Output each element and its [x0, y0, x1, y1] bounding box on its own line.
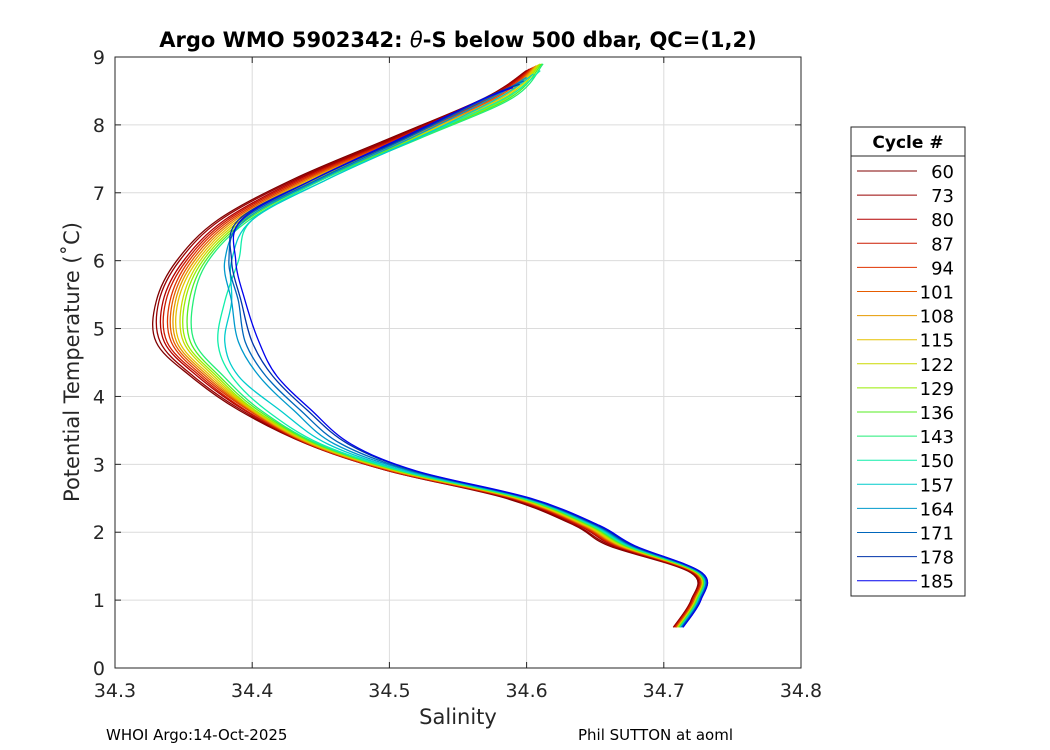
y-tick-label: 7	[93, 183, 105, 205]
x-tick-label: 34.6	[505, 680, 547, 702]
legend: Cycle # 60 73 80 87 94 101 108 115 122 129 136 143 1…	[850, 126, 966, 597]
chart-title-prefix: Argo WMO 5902342:	[159, 28, 410, 52]
legend-label-129: 129	[920, 379, 954, 400]
legend-label-108: 108	[920, 307, 954, 328]
chart-title: Argo WMO 5902342: θ-S below 500 dbar, QC…	[159, 28, 756, 52]
x-tick-label: 34.4	[231, 680, 273, 702]
legend-label-73: 73	[931, 186, 954, 207]
y-axis-ticks: 0 1 2 3 4 5 6 7 8 9	[93, 47, 801, 680]
legend-label-150: 150	[920, 451, 954, 472]
legend-entries: 60 73 80 87 94 101 108 115 122 129 136 143 150 157 164…	[857, 162, 954, 593]
legend-label-136: 136	[920, 403, 954, 424]
y-axis-label: Potential Temperature (˚C)	[60, 222, 84, 502]
y-tick-label: 6	[93, 251, 105, 273]
y-tick-label: 9	[93, 47, 105, 69]
chart-title-suffix: -S below 500 dbar, QC=(1,2)	[423, 28, 757, 52]
legend-label-164: 164	[920, 499, 954, 520]
x-tick-label: 34.7	[643, 680, 685, 702]
legend-label-60: 60	[931, 162, 954, 183]
legend-label-87: 87	[931, 234, 954, 255]
x-tick-label: 34.8	[780, 680, 822, 702]
x-axis-label: Salinity	[419, 705, 497, 729]
series-line-cycle-60	[152, 70, 699, 628]
x-tick-label: 34.3	[94, 680, 136, 702]
axes-box	[114, 56, 802, 669]
chart-title-theta: θ	[410, 28, 423, 52]
legend-label-171: 171	[920, 524, 954, 545]
y-tick-label: 0	[93, 658, 105, 680]
legend-label-185: 185	[920, 572, 954, 593]
y-tick-label: 5	[93, 319, 105, 341]
y-tick-label: 1	[93, 590, 105, 612]
x-tick-label: 34.5	[368, 680, 410, 702]
series-line-cycle-73	[155, 68, 700, 628]
y-tick-label: 8	[93, 115, 105, 137]
legend-label-101: 101	[920, 283, 954, 304]
x-axis-ticks: 34.3 34.4 34.5 34.6 34.7 34.8	[94, 57, 822, 702]
legend-box	[850, 126, 966, 597]
series-line-cycle-185	[232, 86, 709, 628]
grid	[114, 56, 802, 669]
legend-label-122: 122	[920, 355, 954, 376]
legend-label-143: 143	[920, 427, 954, 448]
legend-title: Cycle #	[872, 133, 943, 153]
footer-left: WHOI Argo:14-Oct-2025	[106, 726, 287, 744]
legend-label-157: 157	[920, 475, 954, 496]
legend-label-94: 94	[931, 258, 954, 279]
legend-label-115: 115	[920, 331, 954, 352]
y-tick-label: 4	[93, 386, 105, 408]
y-tick-label: 2	[93, 522, 105, 544]
legend-label-178: 178	[920, 548, 954, 569]
legend-label-80: 80	[931, 210, 954, 231]
footer-right: Phil SUTTON at aoml	[578, 726, 733, 744]
series-group	[152, 63, 709, 628]
y-tick-label: 3	[93, 454, 105, 476]
